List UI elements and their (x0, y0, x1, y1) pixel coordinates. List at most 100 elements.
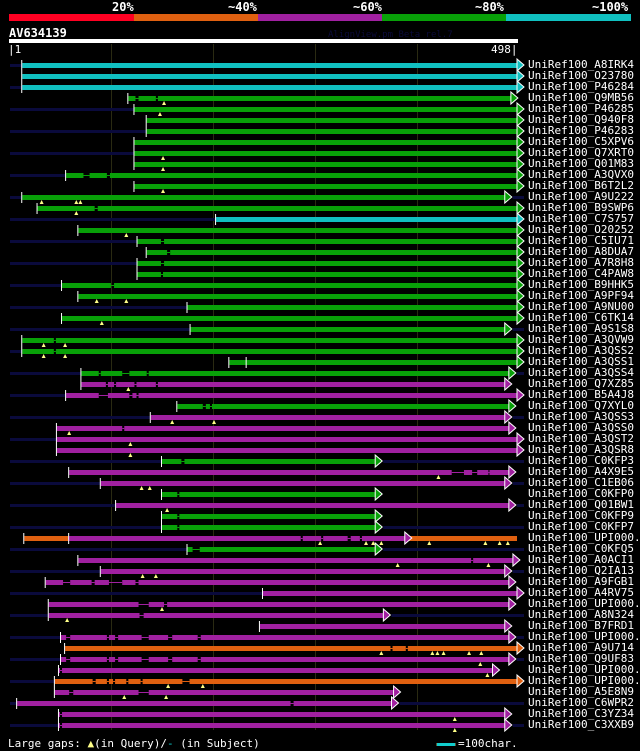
hit-label[interactable]: UniRef100_A9U222 (528, 190, 634, 203)
hit-label[interactable]: UniRef100_C3YZ34 (528, 707, 634, 720)
hit-label[interactable]: UniRef100_A0ACI1 (528, 553, 634, 566)
hit-start-tick (57, 720, 59, 731)
frame-shift-tick (68, 533, 70, 544)
alignment-segment (229, 360, 517, 365)
hit-label[interactable]: UniRef100_A7R8H8 (528, 256, 634, 269)
hit-label[interactable]: UniRef100_A9U714 (528, 641, 634, 654)
hit-label[interactable]: UniRef100_A3QSR8 (528, 443, 634, 456)
hit-label[interactable]: UniRef100_Q9MB56 (528, 91, 634, 104)
hit-label[interactable]: UniRef100_C1EB06 (528, 476, 634, 489)
hit-start-tick (57, 709, 59, 720)
hit-label[interactable]: UniRef100_Q7XRT0 (528, 146, 634, 159)
hit-label[interactable]: UniRef100_C4PAW8 (528, 267, 634, 280)
hit-label[interactable]: UniRef100_C5IU71 (528, 234, 634, 247)
hit-label[interactable]: UniRef100_A3QSS4 (528, 366, 634, 379)
hit-end-arrow (516, 244, 525, 260)
hit-start-tick (77, 555, 79, 566)
hit-label[interactable]: UniRef100_C0KFQ5 (528, 542, 634, 555)
hit-label[interactable]: UniRef100_UPI000.. (528, 674, 640, 687)
hit-label[interactable]: UniRef100_UPI000.. (528, 630, 640, 643)
alignment-segment (137, 272, 161, 277)
hit-label[interactable]: UniRef100_A3QVW9 (528, 333, 634, 346)
hit-label[interactable]: UniRef100_C0KFP7 (528, 520, 634, 533)
hit-label[interactable]: UniRef100_B9HHK5 (528, 278, 634, 291)
hit-start-tick (21, 82, 23, 93)
hit-end-arrow (516, 123, 525, 139)
hit-label[interactable]: UniRef100_C6TK14 (528, 311, 634, 324)
hit-label[interactable]: UniRef100_Q7XYL0 (528, 399, 634, 412)
hit-label[interactable]: UniRef100_A9PF94 (528, 289, 634, 302)
subject-gap-line (290, 703, 294, 704)
hit-label[interactable]: UniRef100_A8N324 (528, 608, 634, 621)
hit-label[interactable]: UniRef100_B9SWP6 (528, 201, 634, 214)
hit-label[interactable]: UniRef100_C0KFP0 (528, 487, 634, 500)
hit-label[interactable]: UniRef100_C6WPR2 (528, 696, 634, 709)
hit-label[interactable]: UniRef100_A3QSS2 (528, 344, 634, 357)
hit-label[interactable]: UniRef100_Q2IA13 (528, 564, 634, 577)
subject-overhang (10, 130, 147, 133)
hit-label[interactable]: UniRef100_Q01BW1 (528, 498, 634, 511)
hit-label[interactable]: UniRef100_A4RV75 (528, 586, 634, 599)
legend-bar-40 (134, 14, 258, 21)
hit-start-tick (145, 126, 147, 137)
hit-end-arrow (374, 508, 383, 524)
alignment-segment (54, 690, 70, 695)
subject-gap-line (168, 659, 173, 660)
hit-end-arrow (393, 684, 402, 700)
hit-end-arrow (516, 277, 525, 293)
subject-overhang (10, 570, 101, 573)
query-gap-marker (41, 343, 46, 347)
hit-label[interactable]: UniRef100_P46284 (528, 80, 634, 93)
hit-label[interactable]: UniRef100_A5E8N9 (528, 685, 634, 698)
alignment-segment (477, 470, 489, 475)
hit-start-tick (55, 423, 57, 434)
hit-label[interactable]: UniRef100_C0KFP3 (528, 454, 634, 467)
alignment-segment (55, 349, 518, 354)
query-gap-marker (452, 728, 457, 732)
query-gap-marker (139, 486, 144, 490)
alignment-segment (56, 437, 518, 442)
hit-start-tick (21, 71, 23, 82)
subject-gap-line (202, 406, 206, 407)
alignment-segment (124, 426, 509, 431)
hit-label[interactable]: UniRef100_C3XXB9 (528, 718, 634, 731)
hit-label[interactable]: UniRef100_P46285 (528, 102, 634, 115)
hit-label[interactable]: UniRef100_A3QSS1 (528, 355, 634, 368)
hit-label[interactable]: UniRef100_A3QSS0 (528, 421, 634, 434)
hit-label[interactable]: UniRef100_B7FRD1 (528, 619, 634, 632)
alignment-segment (323, 536, 348, 541)
hit-label[interactable]: UniRef100_A8DUA7 (528, 245, 634, 258)
hit-label[interactable]: UniRef100_C0KFP9 (528, 509, 634, 522)
hit-label[interactable]: UniRef100_A3QST2 (528, 432, 634, 445)
hit-label[interactable]: UniRef100_A9FGB1 (528, 575, 634, 588)
hit-label[interactable]: UniRef100_C5XPV6 (528, 135, 634, 148)
hit-label[interactable]: UniRef100_Q01M83 (528, 157, 634, 170)
hit-label[interactable]: UniRef100_UPI000.. (528, 663, 640, 676)
hit-start-tick (145, 115, 147, 126)
hit-label[interactable]: UniRef100_Q9UF83 (528, 652, 634, 665)
alignment-segment (65, 646, 391, 651)
hit-label[interactable]: UniRef100_A8IRK4 (528, 58, 634, 71)
hit-label[interactable]: UniRef100_C7S757 (528, 212, 634, 225)
hit-label[interactable]: UniRef100_O20252 (528, 223, 634, 236)
hit-label[interactable]: UniRef100_O23780 (528, 69, 634, 82)
hit-label[interactable]: UniRef100_UPI000.. (528, 597, 640, 610)
hit-label[interactable]: UniRef100_A3QVX0 (528, 168, 634, 181)
hit-start-tick (160, 456, 162, 467)
alignment-segment (179, 514, 376, 519)
alignment-segment (179, 492, 376, 497)
hit-label[interactable]: UniRef100_B6T2L2 (528, 179, 634, 192)
subject-gap-line (141, 637, 149, 638)
hit-label[interactable]: UniRef100_P46283 (528, 124, 634, 137)
hit-label[interactable]: UniRef100_A4X9E5 (528, 465, 634, 478)
alignment-segment (146, 129, 518, 134)
hit-label[interactable]: UniRef100_B5A4J8 (528, 388, 634, 401)
hit-label[interactable]: UniRef100_UPI000.. (528, 531, 640, 544)
alignment-segment (128, 96, 136, 101)
hit-label[interactable]: UniRef100_A9S1S8 (528, 322, 634, 335)
alignment-segment (62, 316, 518, 321)
hit-label[interactable]: UniRef100_A3QSS3 (528, 410, 634, 423)
hit-label[interactable]: UniRef100_Q940F8 (528, 113, 634, 126)
hit-label[interactable]: UniRef100_Q7XZ85 (528, 377, 634, 390)
hit-label[interactable]: UniRef100_A9NU00 (528, 300, 634, 313)
